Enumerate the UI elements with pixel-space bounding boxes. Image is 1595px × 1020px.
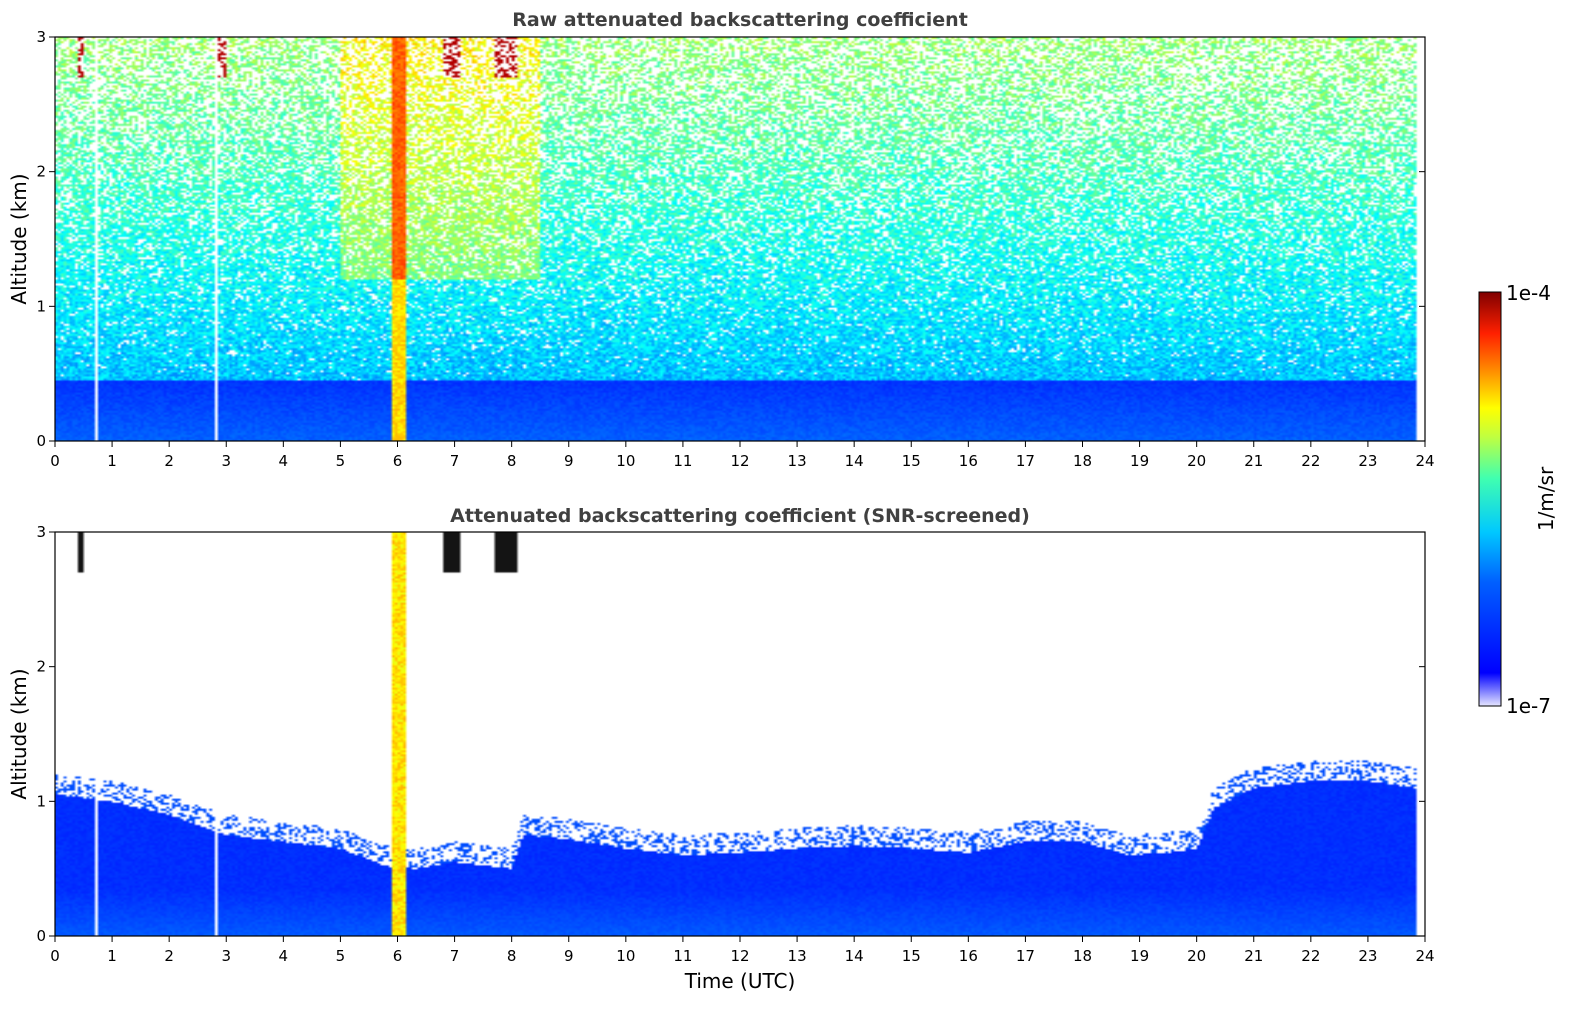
x-tick-label: 2	[164, 947, 174, 965]
panel-screened: Attenuated backscattering coefficient (S…	[7, 505, 1435, 993]
x-tick-label: 24	[1415, 947, 1434, 965]
y-tick-label: 1	[36, 297, 46, 315]
heatmap-screened	[55, 532, 1425, 936]
x-tick-label: 9	[564, 947, 574, 965]
x-tick-label: 7	[450, 947, 460, 965]
x-tick-label: 19	[1130, 452, 1149, 470]
colorbar-unit-label: 1/m/sr	[1534, 466, 1558, 531]
axes-screened: 0 1 2 3 4 5 6 7 8 9 10 11 12 13 14 15 16 17 18 19 20 21 22 23 24…	[36, 523, 1434, 965]
x-tick-label: 13	[788, 452, 807, 470]
y-tick-label: 0	[36, 927, 46, 945]
y-tick-label: 2	[36, 658, 46, 676]
x-tick-label: 13	[788, 947, 807, 965]
y-tick-label: 3	[36, 28, 46, 46]
x-tick-label: 15	[902, 947, 921, 965]
x-tick-label: 21	[1244, 452, 1263, 470]
x-tick-label: 8	[507, 947, 517, 965]
x-tick-label: 4	[279, 947, 289, 965]
panel-title-screened: Attenuated backscattering coefficient (S…	[450, 505, 1030, 527]
x-tick-label: 3	[221, 947, 231, 965]
colorbar-max-label: 1e-4	[1506, 281, 1551, 305]
x-tick-label: 14	[845, 452, 864, 470]
ylabel-screened: Altitude (km)	[7, 668, 31, 799]
ylabel-raw: Altitude (km)	[7, 173, 31, 304]
x-tick-label: 23	[1358, 452, 1377, 470]
x-tick-label: 22	[1301, 452, 1320, 470]
x-tick-label: 10	[616, 452, 635, 470]
x-tick-label: 23	[1358, 947, 1377, 965]
x-tick-label: 18	[1073, 452, 1092, 470]
x-tick-label: 18	[1073, 947, 1092, 965]
x-tick-label: 12	[730, 452, 749, 470]
x-tick-label: 16	[959, 452, 978, 470]
x-tick-label: 0	[50, 452, 60, 470]
colorbar: 1e-4 1e-7 1/m/sr	[1478, 281, 1558, 718]
x-tick-label: 21	[1244, 947, 1263, 965]
panel-title-raw: Raw attenuated backscattering coefficien…	[512, 9, 968, 31]
x-tick-label: 7	[450, 452, 460, 470]
panel-raw: Raw attenuated backscattering coefficien…	[7, 9, 1435, 470]
heatmap-raw	[55, 37, 1425, 441]
y-tick-label: 3	[36, 523, 46, 541]
xlabel-screened: Time (UTC)	[684, 969, 796, 993]
x-tick-label: 15	[902, 452, 921, 470]
y-tick-label: 1	[36, 792, 46, 810]
x-tick-label: 6	[393, 452, 403, 470]
x-tick-label: 17	[1016, 452, 1035, 470]
x-tick-label: 4	[279, 452, 289, 470]
y-tick-label: 0	[36, 432, 46, 450]
x-tick-label: 0	[50, 947, 60, 965]
x-tick-label: 11	[673, 452, 692, 470]
x-tick-label: 10	[616, 947, 635, 965]
x-tick-label: 5	[336, 452, 346, 470]
x-tick-label: 20	[1187, 947, 1206, 965]
x-tick-label: 12	[730, 947, 749, 965]
x-tick-label: 3	[221, 452, 231, 470]
x-tick-label: 2	[164, 452, 174, 470]
x-tick-label: 17	[1016, 947, 1035, 965]
x-tick-label: 22	[1301, 947, 1320, 965]
x-tick-label: 11	[673, 947, 692, 965]
x-tick-label: 20	[1187, 452, 1206, 470]
x-tick-label: 1	[107, 947, 117, 965]
x-tick-label: 8	[507, 452, 517, 470]
x-tick-label: 5	[336, 947, 346, 965]
x-tick-label: 9	[564, 452, 574, 470]
y-tick-label: 2	[36, 163, 46, 181]
x-tick-label: 19	[1130, 947, 1149, 965]
x-tick-label: 14	[845, 947, 864, 965]
x-tick-label: 24	[1415, 452, 1434, 470]
colorbar-gradient	[1478, 291, 1502, 707]
axes-raw: 0 1 2 3 4 5 6 7 8 9 10 11 12 13 14 15 16 17 18 19 20 21 22 23 24…	[36, 28, 1434, 470]
x-tick-label: 1	[107, 452, 117, 470]
x-tick-label: 16	[959, 947, 978, 965]
colorbar-min-label: 1e-7	[1506, 694, 1551, 718]
x-tick-label: 6	[393, 947, 403, 965]
